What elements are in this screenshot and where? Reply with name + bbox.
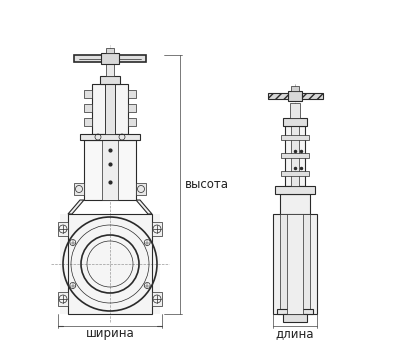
Bar [128, 90, 136, 98]
Bar [84, 118, 92, 126]
Bar [84, 90, 92, 98]
Polygon shape [136, 200, 152, 214]
Polygon shape [302, 93, 322, 99]
Bar [277, 309, 313, 314]
Text: длина: длина [276, 328, 314, 340]
Bar [84, 140, 136, 200]
Bar [92, 84, 128, 134]
Bar [58, 222, 68, 236]
Bar [273, 214, 317, 314]
Bar [106, 64, 114, 76]
Bar [281, 153, 309, 158]
Bar [288, 91, 302, 101]
Bar [275, 186, 315, 194]
Bar [283, 118, 307, 126]
Bar [58, 292, 68, 306]
Bar [80, 134, 140, 140]
Bar [281, 171, 309, 176]
Text: ширина: ширина [86, 328, 134, 340]
Bar [152, 222, 162, 236]
Bar [136, 183, 146, 195]
Bar [283, 314, 307, 322]
Bar [291, 86, 299, 91]
Bar [280, 194, 310, 214]
Bar [291, 126, 299, 186]
Bar [285, 126, 305, 186]
Bar [84, 104, 92, 112]
Bar [105, 84, 115, 134]
Bar [281, 135, 309, 140]
Bar [68, 214, 152, 314]
Bar [287, 214, 303, 314]
Bar [74, 55, 146, 62]
Bar [290, 103, 300, 118]
Polygon shape [68, 200, 84, 214]
Bar [128, 104, 136, 112]
Bar [102, 140, 118, 200]
Bar [101, 53, 119, 64]
Bar [100, 76, 120, 84]
Bar [74, 183, 84, 195]
Bar [106, 48, 114, 53]
Text: высота: высота [185, 178, 229, 191]
Polygon shape [268, 93, 288, 99]
Bar [280, 214, 310, 314]
Bar [60, 214, 160, 314]
Bar [128, 118, 136, 126]
Bar [152, 292, 162, 306]
